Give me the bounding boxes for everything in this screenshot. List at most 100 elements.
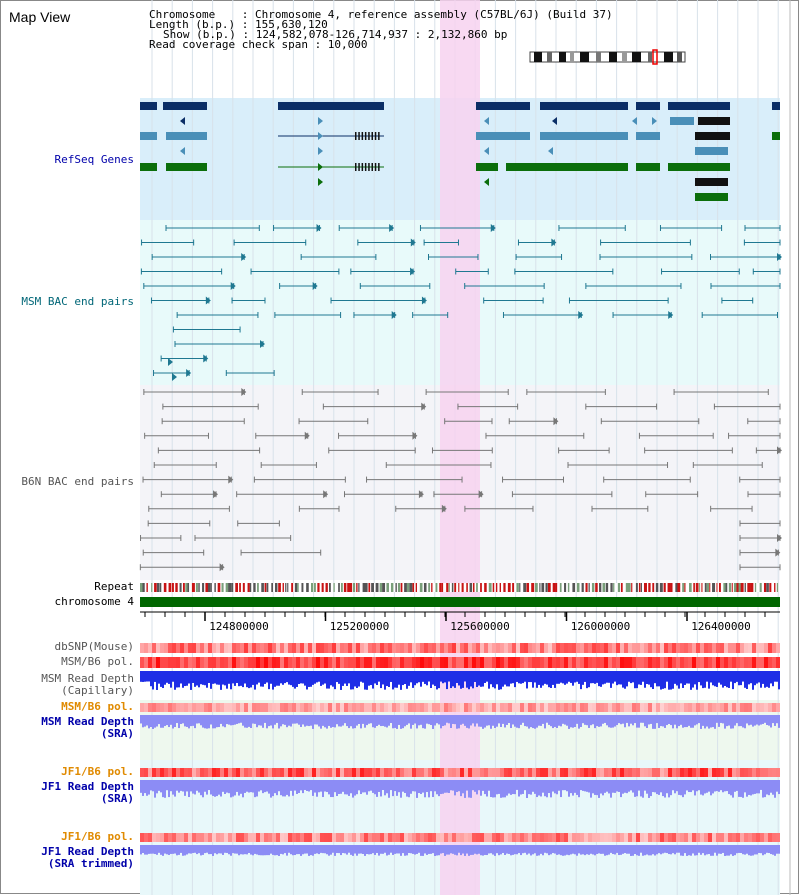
read-depth-bar <box>702 845 704 854</box>
read-depth-bar <box>648 715 650 725</box>
polymorphism-cell <box>244 768 248 777</box>
read-depth-bar <box>352 715 354 729</box>
strand-arrow <box>203 354 209 363</box>
read-depth-bar <box>762 715 764 724</box>
read-depth-bar <box>772 845 774 855</box>
read-depth-bar <box>190 845 192 854</box>
read-depth-bar <box>208 715 210 729</box>
track-label-msm-depth-sra[interactable]: MSM Read Depth (SRA) <box>0 716 134 740</box>
read-depth-bar <box>370 845 372 855</box>
track-label-refseq[interactable]: RefSeq Genes <box>54 153 134 166</box>
ideogram-band <box>622 52 627 62</box>
polymorphism-cell <box>156 703 160 712</box>
read-depth-bar <box>494 671 496 689</box>
read-depth-bar <box>750 715 752 725</box>
read-depth-bar <box>164 845 166 854</box>
read-depth-bar <box>666 780 668 794</box>
polymorphism-cell <box>744 768 748 777</box>
track-label-msm-depth-capillary[interactable]: MSM Read Depth (Capillary) <box>0 673 134 697</box>
read-depth-bar <box>408 715 410 724</box>
read-depth-bar <box>570 780 572 794</box>
read-depth-bar <box>294 780 296 791</box>
gene-exon <box>361 132 364 140</box>
repeat-element <box>555 583 558 592</box>
polymorphism-cell <box>504 768 508 777</box>
read-depth-bar <box>614 845 616 855</box>
track-label-msm-bac[interactable]: MSM BAC end pairs <box>21 295 134 308</box>
polymorphism-cell <box>560 703 564 712</box>
polymorphism-cell <box>448 657 452 668</box>
polymorphism-cell <box>156 768 160 777</box>
read-depth-bar <box>638 671 640 685</box>
track-label-b6n-bac[interactable]: B6N BAC end pairs <box>21 475 134 488</box>
read-depth-bar <box>252 715 254 724</box>
repeat-element <box>769 583 772 592</box>
read-depth-bar <box>546 671 548 685</box>
read-depth-bar <box>464 715 466 726</box>
read-depth-bar <box>670 715 672 726</box>
polymorphism-cell <box>324 643 328 653</box>
polymorphism-cell <box>320 643 324 653</box>
read-depth-bar <box>670 780 672 796</box>
polymorphism-cell <box>688 768 692 777</box>
read-depth-bar <box>370 715 372 724</box>
track-label-msm-pol[interactable]: MSM/B6 pol. <box>61 655 134 668</box>
read-depth-bar <box>470 780 472 798</box>
read-depth-bar <box>172 671 174 682</box>
read-depth-bar <box>740 715 742 727</box>
repeat-element <box>774 583 776 592</box>
read-depth-bar <box>182 780 184 792</box>
polymorphism-cell <box>360 657 364 668</box>
polymorphism-cell <box>752 643 756 653</box>
read-depth-bar <box>440 780 442 795</box>
polymorphism-cell <box>508 833 512 842</box>
read-depth-bar <box>472 671 474 689</box>
polymorphism-cell <box>652 657 656 668</box>
track-label-dbsnp[interactable]: dbSNP(Mouse) <box>54 640 134 653</box>
read-depth-bar <box>510 715 512 729</box>
repeat-element <box>712 583 716 592</box>
polymorphism-cell <box>168 833 172 842</box>
read-depth-bar <box>438 845 440 856</box>
polymorphism-cell <box>588 643 592 653</box>
repeat-element <box>613 583 615 592</box>
read-depth-bar <box>352 845 354 856</box>
polymorphism-cell <box>304 643 308 653</box>
polymorphism-cell <box>288 657 292 668</box>
read-depth-bar <box>312 780 314 796</box>
read-depth-bar <box>434 715 436 726</box>
track-label-repeat[interactable]: Repeat <box>94 580 134 593</box>
polymorphism-cell <box>324 768 328 777</box>
polymorphism-cell <box>752 768 756 777</box>
polymorphism-cell <box>444 768 448 777</box>
read-depth-bar <box>270 671 272 684</box>
read-depth-bar <box>456 671 458 684</box>
track-label-jf1-pol-2[interactable]: JF1/B6 pol. <box>61 830 134 843</box>
track-label-msm-pol-2[interactable]: MSM/B6 pol. <box>61 700 134 713</box>
read-depth-bar <box>616 780 618 792</box>
polymorphism-cell <box>352 657 356 668</box>
polymorphism-cell <box>584 703 588 712</box>
polymorphism-cell <box>616 768 620 777</box>
polymorphism-cell <box>688 657 692 668</box>
read-depth-bar <box>554 671 556 688</box>
track-label-jf1-depth-trimmed[interactable]: JF1 Read Depth (SRA trimmed) <box>0 846 134 870</box>
repeat-element <box>297 583 299 592</box>
read-depth-bar <box>328 671 330 689</box>
polymorphism-cell <box>312 768 316 777</box>
read-depth-bar <box>658 780 660 795</box>
polymorphism-cell <box>624 657 628 668</box>
polymorphism-cell <box>628 833 632 842</box>
read-depth-bar <box>546 780 548 798</box>
read-depth-bar <box>630 845 632 856</box>
strand-arrow <box>412 431 418 440</box>
track-label-jf1-depth-sra[interactable]: JF1 Read Depth (SRA) <box>0 781 134 805</box>
polymorphism-cell <box>636 657 640 668</box>
read-depth-bar <box>488 845 490 854</box>
read-depth-bar <box>666 671 668 682</box>
read-depth-bar <box>754 715 756 726</box>
track-label-jf1-pol[interactable]: JF1/B6 pol. <box>61 765 134 778</box>
read-depth-bar <box>396 845 398 854</box>
read-depth-bar <box>678 715 680 727</box>
